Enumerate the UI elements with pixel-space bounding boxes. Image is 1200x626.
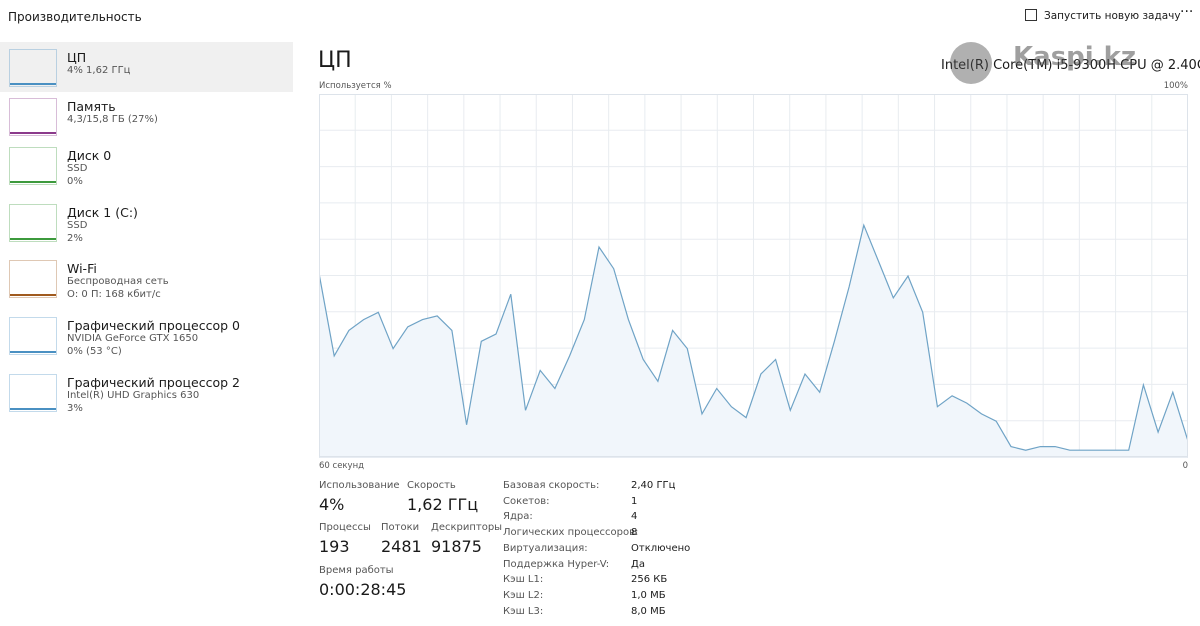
- cpu-line: [319, 223, 1189, 451]
- watermark: Kaspi.kz: [1013, 42, 1136, 72]
- stat-value: 193: [319, 537, 350, 556]
- sidebar-title[interactable]: Диск 1 (C:): [67, 205, 138, 220]
- y-tick-label: 0: [1182, 461, 1188, 471]
- sidebar-title[interactable]: Диск 0: [67, 148, 112, 163]
- thumbnail-baseline: [10, 181, 56, 183]
- thumbnail[interactable]: [9, 49, 57, 87]
- stat-label: Процессы: [319, 522, 371, 533]
- sidebar-title[interactable]: Графический процессор 0: [67, 318, 240, 333]
- spec-label: Базовая скорость:: [503, 480, 600, 491]
- spec-value: 2,40 ГГц: [631, 480, 676, 491]
- sidebar-detail: 0%: [67, 176, 83, 187]
- y-axis-label: Используется %: [319, 81, 392, 91]
- thumbnail-baseline: [10, 408, 56, 410]
- spec-label: Кэш L3:: [503, 605, 544, 617]
- sidebar-detail: 3%: [67, 403, 83, 414]
- main-title: ЦП: [318, 48, 352, 73]
- stat-value: 1,62 ГГц: [407, 495, 479, 514]
- spec-value: 8: [631, 527, 638, 539]
- sidebar-detail: Intel(R) UHD Graphics 630: [67, 390, 200, 401]
- spec-value: 256 КБ: [631, 574, 668, 586]
- spec-label: Сокетов:: [503, 495, 550, 507]
- spec-label: Ядра:: [503, 511, 533, 523]
- sidebar-detail: 4% 1,62 ГГц: [67, 65, 131, 76]
- sidebar-detail: 4,3/15,8 ГБ (27%): [67, 114, 158, 125]
- thumbnail[interactable]: [9, 147, 57, 185]
- stat-value: 0:00:28:45: [319, 580, 407, 599]
- spec-label: Кэш L2:: [503, 589, 544, 601]
- spec-value: Отключено: [631, 542, 691, 554]
- new-task-icon[interactable]: [1025, 9, 1037, 21]
- spec-value: Да: [631, 558, 645, 570]
- cpu-name: Intel(R) Core(TM) i5-9300H CPU @ 2.40GHz: [941, 58, 1200, 73]
- cpu-area: [319, 225, 1188, 458]
- spec-value: 8,0 МБ: [631, 605, 666, 617]
- sidebar-detail: О: 0 П: 168 кбит/с: [67, 289, 161, 300]
- sidebar-title[interactable]: Графический процессор 2: [67, 375, 240, 390]
- sidebar-detail: 0% (53 °C): [67, 346, 122, 357]
- watermark-logo: [950, 42, 992, 84]
- sidebar-title[interactable]: Wi-Fi: [67, 261, 97, 276]
- thumbnail-baseline: [10, 238, 56, 240]
- thumbnail[interactable]: [9, 98, 57, 136]
- x-axis-label: 60 секунд: [319, 461, 365, 471]
- new-task-button[interactable]: Запустить новую задачу: [1044, 10, 1181, 22]
- stat-label: Использование: [319, 480, 400, 491]
- stat-label: Скорость: [407, 480, 456, 491]
- thumbnail-baseline: [10, 351, 56, 353]
- thumbnail-baseline: [10, 132, 56, 134]
- spec-value: 4: [631, 511, 638, 523]
- thumbnail[interactable]: [9, 260, 57, 298]
- sidebar-detail: Беспроводная сеть: [67, 276, 169, 287]
- spec-label: Поддержка Hyper-V:: [503, 558, 610, 570]
- spec-label: Логических процессоров:: [503, 527, 639, 539]
- spec-value: 1,0 МБ: [631, 589, 666, 601]
- stat-value: 91875: [431, 537, 482, 556]
- stat-value: 2481: [381, 537, 422, 556]
- thumbnail[interactable]: [9, 317, 57, 355]
- more-button[interactable]: ···: [1180, 4, 1194, 20]
- stat-label: Потоки: [381, 522, 420, 533]
- sidebar-detail: 2%: [67, 233, 83, 244]
- spec-label: Виртуализация:: [503, 542, 588, 554]
- sidebar-detail: NVIDIA GeForce GTX 1650: [67, 333, 199, 344]
- thumbnail-baseline: [10, 294, 56, 296]
- sidebar-title[interactable]: ЦП: [67, 50, 87, 65]
- stat-label: Время работы: [319, 565, 394, 576]
- sidebar-detail: SSD: [67, 163, 88, 174]
- spec-label: Кэш L1:: [503, 574, 544, 586]
- spec-value: 1: [631, 495, 638, 507]
- thumbnail-baseline: [10, 83, 56, 85]
- stat-label: Дескрипторы: [431, 522, 503, 533]
- stat-value: 4%: [319, 495, 345, 514]
- cpu-graph: [319, 94, 1189, 458]
- sidebar-detail: SSD: [67, 220, 88, 231]
- app-title: Производительность: [8, 10, 142, 24]
- y-tick-label: 100%: [1163, 81, 1188, 91]
- graph-border: [319, 94, 1188, 457]
- thumbnail[interactable]: [9, 204, 57, 242]
- sidebar-title[interactable]: Память: [67, 99, 116, 114]
- thumbnail[interactable]: [9, 374, 57, 412]
